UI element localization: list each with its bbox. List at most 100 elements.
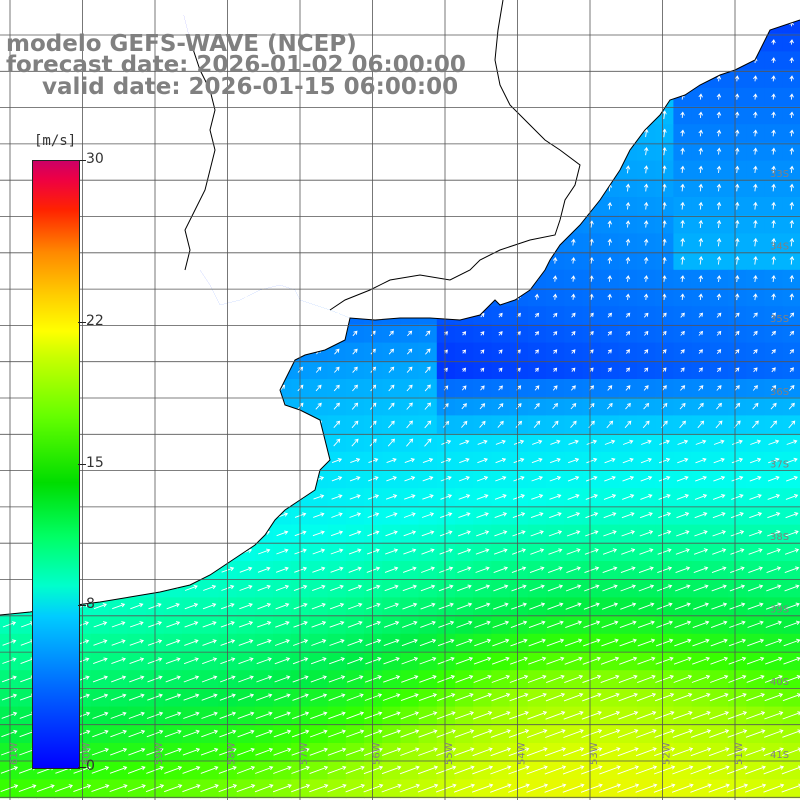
wind-arrow xyxy=(644,330,649,336)
wind-arrow xyxy=(662,293,667,300)
wind-arrow xyxy=(238,657,254,665)
wind-arrow xyxy=(424,402,432,410)
wind-arrow xyxy=(643,275,649,282)
wind-arrow xyxy=(272,784,292,793)
latitude-label: 40S xyxy=(770,677,789,688)
wind-arrow xyxy=(401,638,418,647)
wind-arrow xyxy=(658,475,671,482)
wind-arrow xyxy=(698,385,704,391)
wind-arrow xyxy=(310,693,328,701)
wind-arrow xyxy=(347,639,363,647)
wind-arrow xyxy=(643,201,649,210)
wind-arrow xyxy=(315,384,322,392)
colorbar-tick-label: 15 xyxy=(86,454,104,471)
wind-arrow xyxy=(783,620,800,628)
wind-arrow xyxy=(679,402,686,410)
wind-arrow xyxy=(662,201,667,210)
wind-arrow xyxy=(698,111,703,118)
wind-arrow xyxy=(418,747,438,756)
wind-arrow xyxy=(548,548,563,555)
wind-arrow xyxy=(237,711,255,720)
longitude-label: 52W xyxy=(662,742,673,765)
wind-arrow xyxy=(453,783,476,793)
wind-arrow xyxy=(564,656,583,665)
wind-arrow xyxy=(420,620,436,628)
wind-arrow xyxy=(727,729,748,738)
wind-arrow xyxy=(789,111,794,118)
wind-arrow xyxy=(625,201,631,210)
wind-arrow xyxy=(695,457,707,464)
wind-arrow xyxy=(712,512,726,519)
wind-arrow xyxy=(619,656,638,665)
wind-arrow xyxy=(477,457,488,464)
wind-arrow xyxy=(571,256,576,264)
wind-arrow xyxy=(239,602,253,610)
wind-arrow xyxy=(771,255,776,265)
wind-arrow xyxy=(400,747,420,756)
wind-arrow xyxy=(381,783,402,793)
wind-arrow xyxy=(765,656,783,665)
wind-arrow xyxy=(383,675,401,683)
wind-arrow xyxy=(508,747,530,757)
wind-arrow xyxy=(716,219,722,228)
wind-arrow xyxy=(636,692,657,702)
wind-arrow xyxy=(698,219,704,228)
wind-arrow xyxy=(771,201,776,210)
wind-arrow xyxy=(746,674,765,683)
wind-arrow xyxy=(767,475,780,482)
wind-arrow xyxy=(680,367,685,373)
wind-arrow xyxy=(709,693,729,702)
wind-arrow xyxy=(753,201,758,210)
wind-arrow xyxy=(692,638,710,647)
wind-arrow xyxy=(600,692,620,702)
wind-arrow xyxy=(236,784,256,793)
wind-arrow xyxy=(656,584,673,592)
wind-arrow xyxy=(712,494,726,500)
wind-arrow xyxy=(562,783,585,793)
wind-arrow xyxy=(406,438,414,447)
wind-arrow xyxy=(333,420,341,429)
wind-arrow xyxy=(438,584,454,592)
wind-arrow xyxy=(693,602,709,610)
wind-arrow xyxy=(402,566,417,573)
wind-arrow xyxy=(424,420,432,429)
wind-arrow xyxy=(635,765,658,775)
wind-arrow xyxy=(680,349,685,354)
wind-arrow xyxy=(771,147,776,155)
wind-arrow xyxy=(455,656,474,665)
wind-arrow xyxy=(747,638,765,647)
wind-arrow xyxy=(680,237,685,247)
wind-arrow xyxy=(130,603,144,610)
wind-arrow xyxy=(734,183,740,192)
wind-arrow xyxy=(625,402,631,410)
wind-arrow xyxy=(422,476,434,482)
wind-arrow xyxy=(421,512,435,518)
wind-arrow xyxy=(313,512,325,518)
wind-arrow xyxy=(458,512,471,519)
wind-arrow xyxy=(675,566,691,574)
wind-arrow xyxy=(604,475,616,482)
wind-arrow xyxy=(545,692,566,702)
wind-arrow xyxy=(765,620,782,628)
wind-arrow xyxy=(782,711,800,720)
wind-arrow xyxy=(457,548,472,555)
wind-arrow xyxy=(625,275,631,282)
wind-arrow xyxy=(351,420,359,429)
wind-arrow xyxy=(400,693,419,702)
wind-arrow xyxy=(531,494,544,500)
wind-arrow xyxy=(771,219,776,228)
wind-arrow xyxy=(643,312,649,318)
wind-arrow xyxy=(644,367,649,372)
wind-arrow xyxy=(571,349,576,354)
wind-arrow xyxy=(641,439,652,445)
wind-arrow xyxy=(404,476,416,482)
land-mask xyxy=(0,0,800,320)
wind-arrow xyxy=(92,693,109,701)
wind-arrow xyxy=(164,747,182,756)
wind-arrow xyxy=(603,512,617,519)
wind-arrow xyxy=(2,639,17,646)
wind-arrow xyxy=(698,312,704,318)
wind-arrow xyxy=(2,657,17,664)
